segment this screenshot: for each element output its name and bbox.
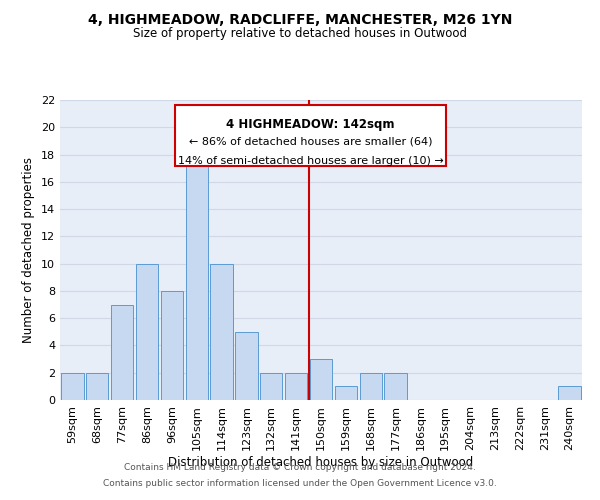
Text: 14% of semi-detached houses are larger (10) →: 14% of semi-detached houses are larger (… <box>178 156 443 166</box>
Bar <box>185 154 208 400</box>
Text: ← 86% of detached houses are smaller (64): ← 86% of detached houses are smaller (64… <box>189 137 433 147</box>
Bar <box>310 359 332 400</box>
Text: Size of property relative to detached houses in Outwood: Size of property relative to detached ho… <box>133 28 467 40</box>
Text: Contains HM Land Registry data © Crown copyright and database right 2024.: Contains HM Land Registry data © Crown c… <box>124 464 476 472</box>
Bar <box>211 264 233 400</box>
Bar <box>136 264 158 400</box>
Text: 4, HIGHMEADOW, RADCLIFFE, MANCHESTER, M26 1YN: 4, HIGHMEADOW, RADCLIFFE, MANCHESTER, M2… <box>88 12 512 26</box>
Y-axis label: Number of detached properties: Number of detached properties <box>22 157 35 343</box>
Bar <box>61 372 83 400</box>
Bar <box>161 291 183 400</box>
Text: Contains public sector information licensed under the Open Government Licence v3: Contains public sector information licen… <box>103 478 497 488</box>
Bar <box>86 372 109 400</box>
Bar <box>385 372 407 400</box>
Bar <box>359 372 382 400</box>
Bar <box>111 304 133 400</box>
Bar <box>285 372 307 400</box>
Bar <box>260 372 283 400</box>
Bar <box>235 332 257 400</box>
X-axis label: Distribution of detached houses by size in Outwood: Distribution of detached houses by size … <box>169 456 473 468</box>
Bar <box>559 386 581 400</box>
Text: 4 HIGHMEADOW: 142sqm: 4 HIGHMEADOW: 142sqm <box>226 118 395 131</box>
Bar <box>335 386 357 400</box>
FancyBboxPatch shape <box>175 104 446 166</box>
